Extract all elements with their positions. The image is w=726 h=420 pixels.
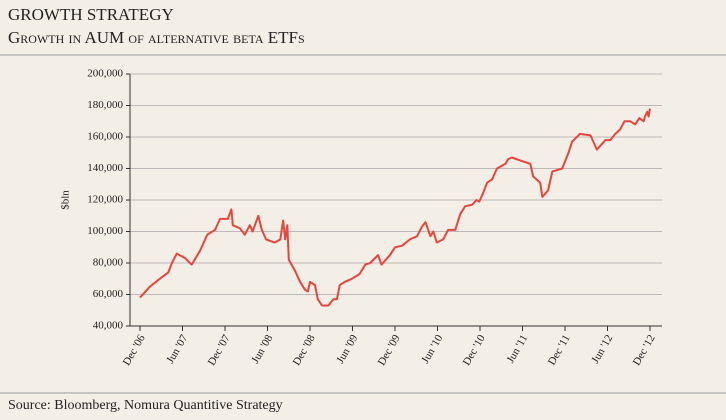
y-tick-label: 200,000 <box>87 68 123 80</box>
chart-title: GROWTH STRATEGY <box>8 5 174 24</box>
y-tick-label: 120,000 <box>87 194 123 206</box>
source-note: Source: Bloomberg, Nomura Quantitive Str… <box>8 398 283 413</box>
y-axis-label: $bln <box>60 190 72 210</box>
chart-subtitle: Growth in AUM of alternative beta ETFs <box>8 28 305 47</box>
y-tick-label: 80,000 <box>93 257 124 269</box>
y-tick-label: 160,000 <box>87 131 123 143</box>
y-tick-label: 180,000 <box>87 99 123 111</box>
y-tick-label: 140,000 <box>87 162 123 174</box>
y-tick-label: 100,000 <box>87 225 123 237</box>
y-tick-label: 60,000 <box>93 288 124 300</box>
y-tick-label: 40,000 <box>93 320 124 332</box>
data-line <box>139 108 651 307</box>
